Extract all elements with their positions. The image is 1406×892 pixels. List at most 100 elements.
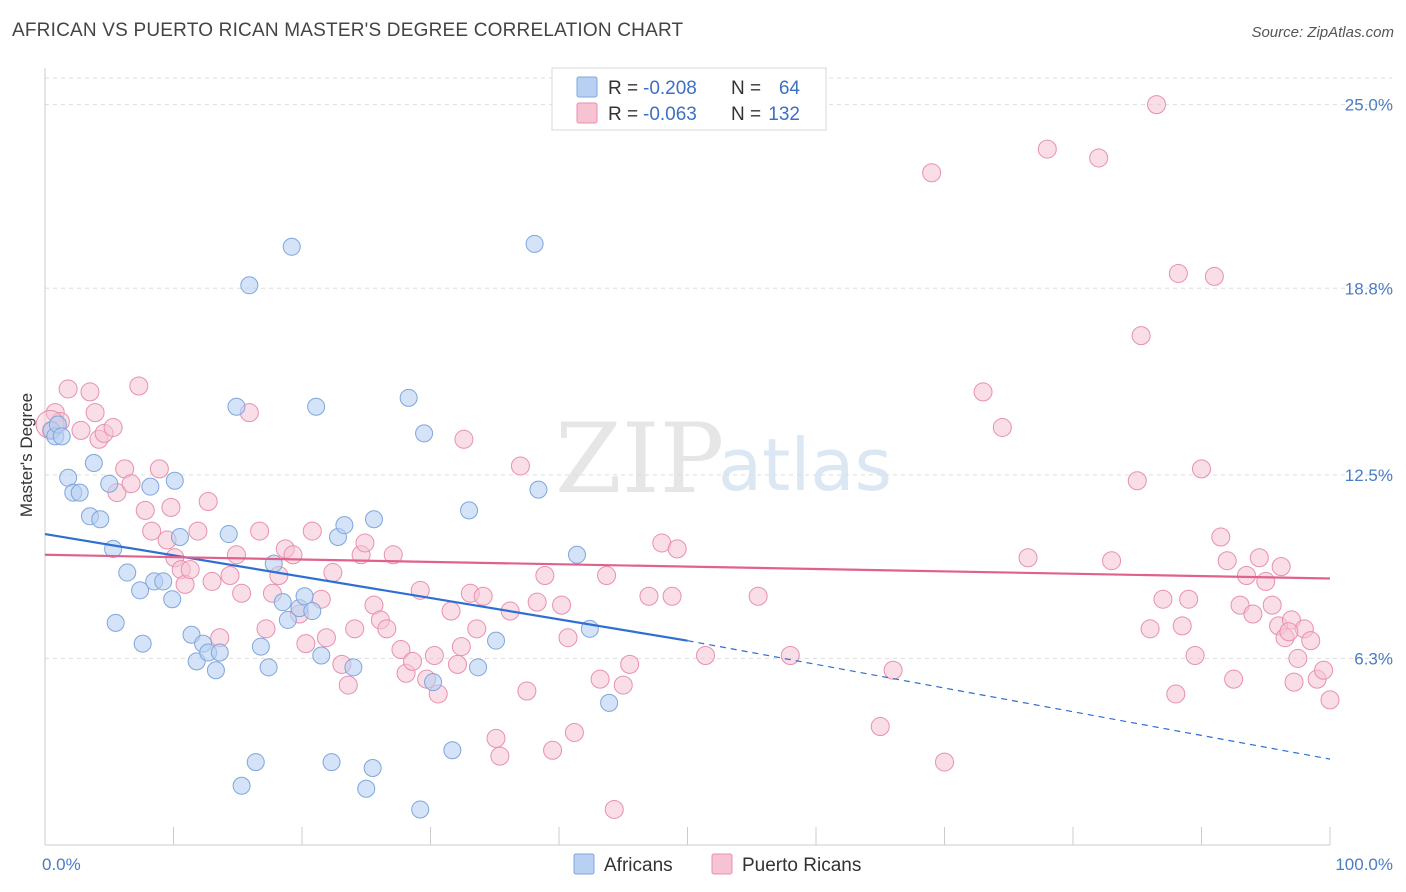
africans-point [70, 483, 89, 502]
puerto-ricans-point [1211, 527, 1231, 547]
series-legend: Africans Puerto Ricans [573, 853, 861, 876]
puerto-ricans-point [383, 545, 403, 565]
africans-point [415, 424, 434, 443]
puerto-ricans-point [1168, 263, 1188, 283]
puerto-ricans-point [250, 521, 270, 541]
legend-africans-label[interactable]: Africans [604, 855, 673, 876]
puerto-ricans-point [639, 586, 659, 606]
puerto-ricans-point [604, 799, 624, 819]
africans-r-value: -0.208 [643, 78, 697, 99]
puerto-ricans-point [323, 563, 343, 583]
puerto-ricans-point [424, 645, 444, 665]
puerto-ricans-point [355, 533, 375, 553]
puerto-ricans-point [1288, 648, 1308, 668]
africans-point [206, 661, 225, 680]
africans-point [364, 510, 383, 529]
puerto-ricans-point [180, 560, 200, 580]
africans-point [278, 610, 297, 629]
puerto-ricans-point [935, 752, 954, 772]
puerto-ricans-n-label: N = [731, 104, 761, 125]
africans-point [106, 613, 125, 632]
africans-point [104, 539, 123, 558]
grid-lines [45, 77, 1392, 659]
africans-point [469, 658, 488, 677]
puerto-ricans-point [161, 497, 181, 517]
puerto-ricans-point [1224, 669, 1244, 689]
puerto-ricans-point [564, 722, 584, 742]
africans-n-value: 64 [779, 78, 801, 99]
puerto-ricans-point [1147, 95, 1167, 115]
puerto-ricans-point [1018, 548, 1038, 568]
puerto-ricans-point [543, 740, 563, 760]
puerto-ricans-point [558, 628, 578, 648]
axes [44, 68, 1331, 846]
puerto-ricans-point [121, 474, 141, 494]
puerto-ricans-point [345, 619, 365, 639]
puerto-ricans-point [490, 746, 510, 766]
africans-point [84, 453, 103, 472]
africans-point [91, 510, 110, 529]
puerto-ricans-point [232, 583, 252, 603]
africans-point [259, 658, 278, 677]
africans-point [307, 397, 326, 416]
puerto-ricans-point [473, 586, 493, 606]
africans-r-label: R = [608, 78, 638, 99]
puerto-ricans-point [283, 545, 303, 565]
puerto-ricans-point [1179, 589, 1199, 609]
puerto-ricans-point [1262, 595, 1282, 615]
africans-point [567, 545, 586, 564]
y-tick-label: 6.3% [1354, 649, 1393, 668]
puerto-ricans-point [256, 619, 276, 639]
puerto-ricans-point [590, 669, 610, 689]
puerto-ricans-point [1127, 471, 1147, 491]
puerto-ricans-point [226, 545, 246, 565]
x-tick-label-max: 100.0% [1335, 855, 1393, 874]
puerto-ricans-point [391, 640, 411, 660]
africans-point [165, 471, 184, 490]
africans-point [312, 646, 331, 665]
puerto-ricans-point [1102, 551, 1122, 571]
puerto-ricans-trend-line [44, 553, 1331, 580]
puerto-ricans-point [454, 429, 474, 449]
puerto-ricans-point [338, 675, 358, 695]
puerto-ricans-point [597, 566, 617, 586]
puerto-ricans-point [85, 403, 105, 423]
puerto-ricans-point [1249, 548, 1269, 568]
africans-point [264, 554, 283, 573]
puerto-ricans-point [467, 619, 487, 639]
legend-puerto-ricans-label[interactable]: Puerto Ricans [742, 855, 861, 876]
legend-puerto-ricans-swatch[interactable] [711, 853, 733, 875]
africans-point [411, 800, 430, 819]
africans-point [246, 753, 265, 772]
puerto-ricans-point [1284, 672, 1304, 692]
y-tick-label: 25.0% [1345, 96, 1393, 115]
puerto-ricans-point [1140, 619, 1160, 639]
africans-point [363, 759, 382, 778]
africans-trend-line [44, 532, 688, 642]
puerto-ricans-point [1271, 557, 1291, 577]
africans-point [141, 477, 160, 496]
puerto-ricans-point [149, 459, 169, 479]
puerto-ricans-swatch [576, 102, 598, 124]
puerto-ricans-point [1089, 148, 1109, 168]
legend-africans-swatch[interactable] [573, 853, 595, 875]
puerto-ricans-point [1279, 622, 1299, 642]
puerto-ricans-point [883, 660, 903, 680]
x-tick-label-min: 0.0% [42, 855, 81, 874]
africans-point [219, 525, 238, 544]
puerto-ricans-point [1217, 551, 1237, 571]
y-tick-label: 12.5% [1345, 466, 1393, 485]
africans-n-label: N = [731, 78, 761, 99]
trend-lines [44, 532, 1331, 760]
puerto-ricans-point [922, 163, 942, 183]
puerto-ricans-point [486, 728, 506, 748]
puerto-ricans-point [198, 491, 218, 511]
puerto-ricans-point [202, 571, 222, 591]
puerto-ricans-point [1256, 571, 1276, 591]
africans-point [131, 581, 150, 600]
puerto-ricans-point [403, 651, 423, 671]
x-tick-labels: 0.0% 100.0% [42, 855, 1393, 874]
y-tick-label: 18.8% [1345, 279, 1393, 298]
puerto-ricans-point [103, 417, 123, 437]
puerto-ricans-point [302, 521, 322, 541]
